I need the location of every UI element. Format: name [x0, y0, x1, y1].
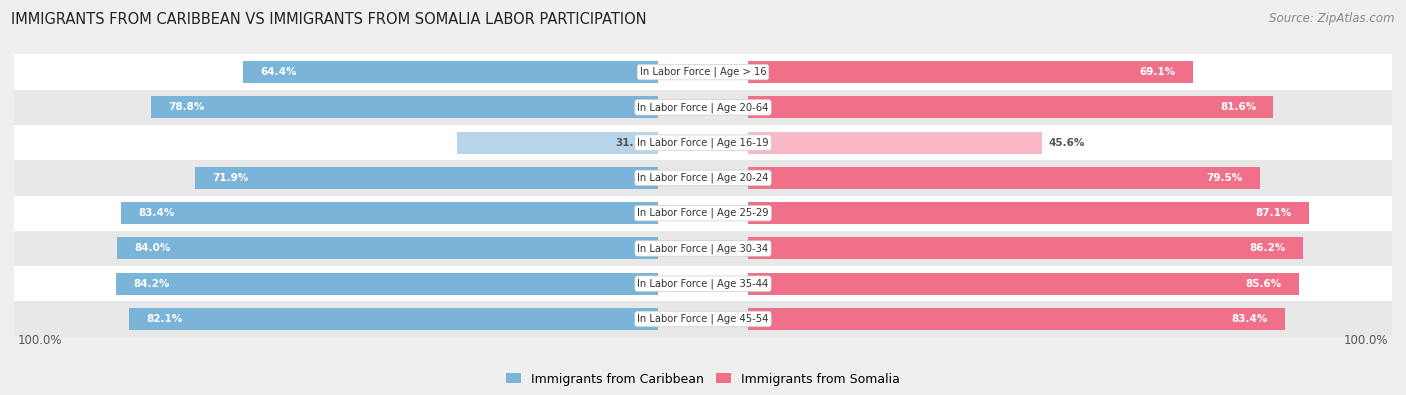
Bar	[195, 167, 658, 189]
Bar	[748, 273, 1299, 295]
Bar	[129, 308, 658, 330]
Bar	[150, 96, 658, 118]
Bar	[14, 125, 1392, 160]
Text: 79.5%: 79.5%	[1206, 173, 1243, 183]
Text: In Labor Force | Age 20-64: In Labor Force | Age 20-64	[637, 102, 769, 113]
Text: 82.1%: 82.1%	[146, 314, 183, 324]
Bar	[748, 61, 1192, 83]
Text: 71.9%: 71.9%	[212, 173, 249, 183]
Text: Source: ZipAtlas.com: Source: ZipAtlas.com	[1270, 12, 1395, 25]
Text: In Labor Force | Age 30-34: In Labor Force | Age 30-34	[637, 243, 769, 254]
Text: In Labor Force | Age 45-54: In Labor Force | Age 45-54	[637, 314, 769, 324]
Text: 64.4%: 64.4%	[260, 67, 297, 77]
Bar	[121, 202, 658, 224]
Bar	[748, 237, 1303, 260]
Bar	[748, 308, 1285, 330]
Bar	[457, 132, 658, 154]
Bar	[748, 202, 1309, 224]
Text: 31.2%: 31.2%	[614, 137, 651, 148]
Bar	[243, 61, 658, 83]
Text: 85.6%: 85.6%	[1246, 279, 1282, 289]
Text: 84.0%: 84.0%	[135, 243, 170, 254]
Bar	[14, 196, 1392, 231]
Bar	[14, 266, 1392, 301]
Bar	[14, 160, 1392, 196]
Text: In Labor Force | Age 20-24: In Labor Force | Age 20-24	[637, 173, 769, 183]
Text: 78.8%: 78.8%	[167, 102, 204, 112]
Text: 69.1%: 69.1%	[1139, 67, 1175, 77]
Text: In Labor Force | Age 35-44: In Labor Force | Age 35-44	[637, 278, 769, 289]
Bar	[748, 96, 1274, 118]
Bar	[748, 167, 1260, 189]
Text: In Labor Force | Age > 16: In Labor Force | Age > 16	[640, 67, 766, 77]
Text: 86.2%: 86.2%	[1250, 243, 1286, 254]
Text: In Labor Force | Age 25-29: In Labor Force | Age 25-29	[637, 208, 769, 218]
Text: 84.2%: 84.2%	[134, 279, 170, 289]
Text: 83.4%: 83.4%	[138, 208, 174, 218]
Text: 81.6%: 81.6%	[1220, 102, 1256, 112]
Bar	[14, 231, 1392, 266]
Bar	[14, 301, 1392, 337]
Bar	[14, 55, 1392, 90]
Bar	[117, 237, 658, 260]
Legend: Immigrants from Caribbean, Immigrants from Somalia: Immigrants from Caribbean, Immigrants fr…	[501, 368, 905, 391]
Bar	[14, 90, 1392, 125]
Text: 100.0%: 100.0%	[17, 334, 62, 347]
Text: 100.0%: 100.0%	[1344, 334, 1389, 347]
Text: 45.6%: 45.6%	[1049, 137, 1085, 148]
Text: 87.1%: 87.1%	[1256, 208, 1292, 218]
Text: In Labor Force | Age 16-19: In Labor Force | Age 16-19	[637, 137, 769, 148]
Bar	[115, 273, 658, 295]
Text: 83.4%: 83.4%	[1232, 314, 1268, 324]
Text: IMMIGRANTS FROM CARIBBEAN VS IMMIGRANTS FROM SOMALIA LABOR PARTICIPATION: IMMIGRANTS FROM CARIBBEAN VS IMMIGRANTS …	[11, 12, 647, 27]
Bar	[748, 132, 1042, 154]
